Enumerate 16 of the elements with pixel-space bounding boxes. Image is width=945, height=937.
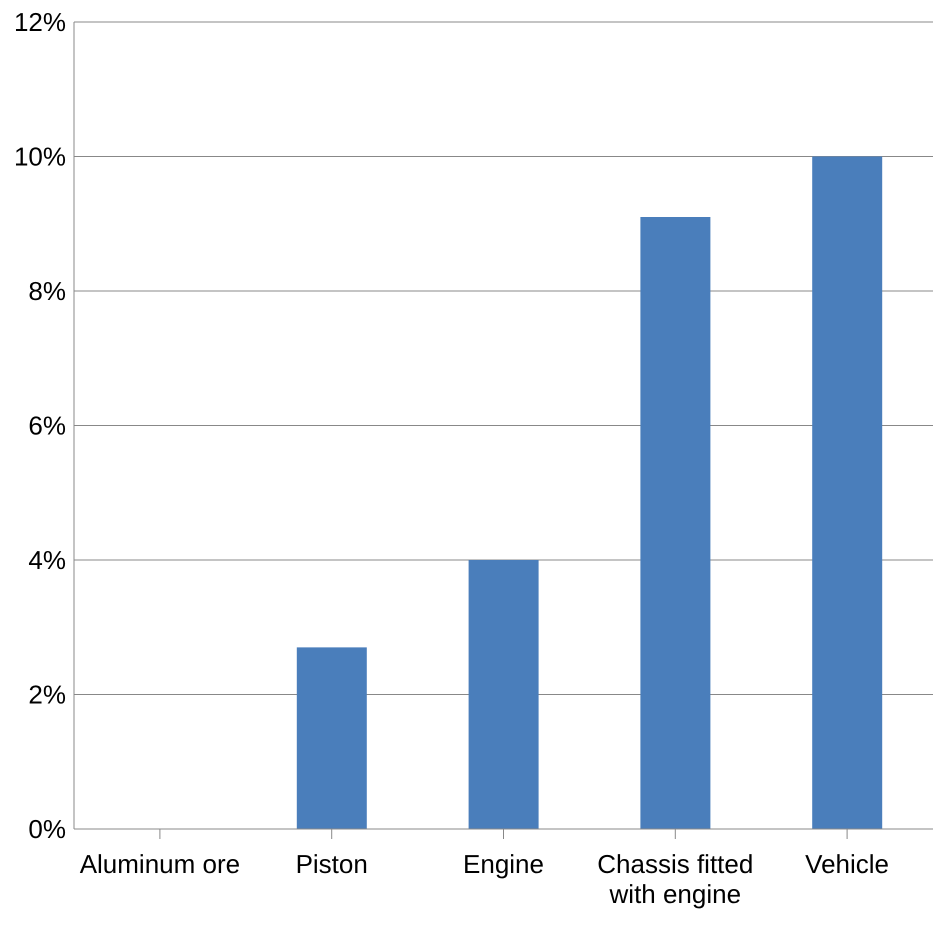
y-tick-label: 8% <box>28 276 66 306</box>
y-tick-label: 0% <box>28 814 66 844</box>
bar <box>296 647 367 829</box>
y-tick-label: 2% <box>28 680 66 710</box>
bar <box>640 217 710 829</box>
x-tick-label: Piston <box>296 849 368 879</box>
y-tick-label: 10% <box>14 142 66 172</box>
x-tick-label: Vehicle <box>805 849 890 879</box>
x-tick-label: Engine <box>463 849 544 879</box>
y-tick-label: 12% <box>14 7 66 38</box>
bar <box>468 560 539 829</box>
bar <box>812 156 882 829</box>
y-tick-label: 4% <box>28 545 66 576</box>
x-tick-label: Aluminum ore <box>80 849 240 879</box>
y-tick-label: 6% <box>28 410 66 441</box>
x-tick-label: Chassis fitted with engine <box>597 849 754 909</box>
